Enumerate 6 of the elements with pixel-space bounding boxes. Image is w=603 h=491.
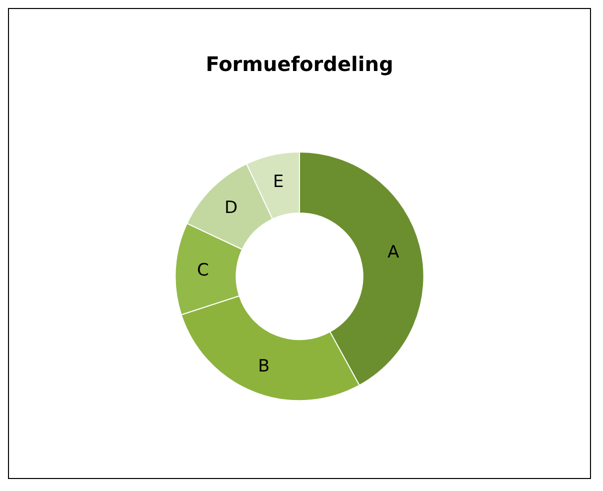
chart-title: Formuefordeling [206, 52, 394, 76]
slice-label: D [224, 198, 238, 218]
slice-label: B [258, 356, 270, 376]
slice-label: E [273, 172, 284, 192]
slice-label: C [196, 260, 209, 280]
slice-label: A [387, 242, 400, 262]
